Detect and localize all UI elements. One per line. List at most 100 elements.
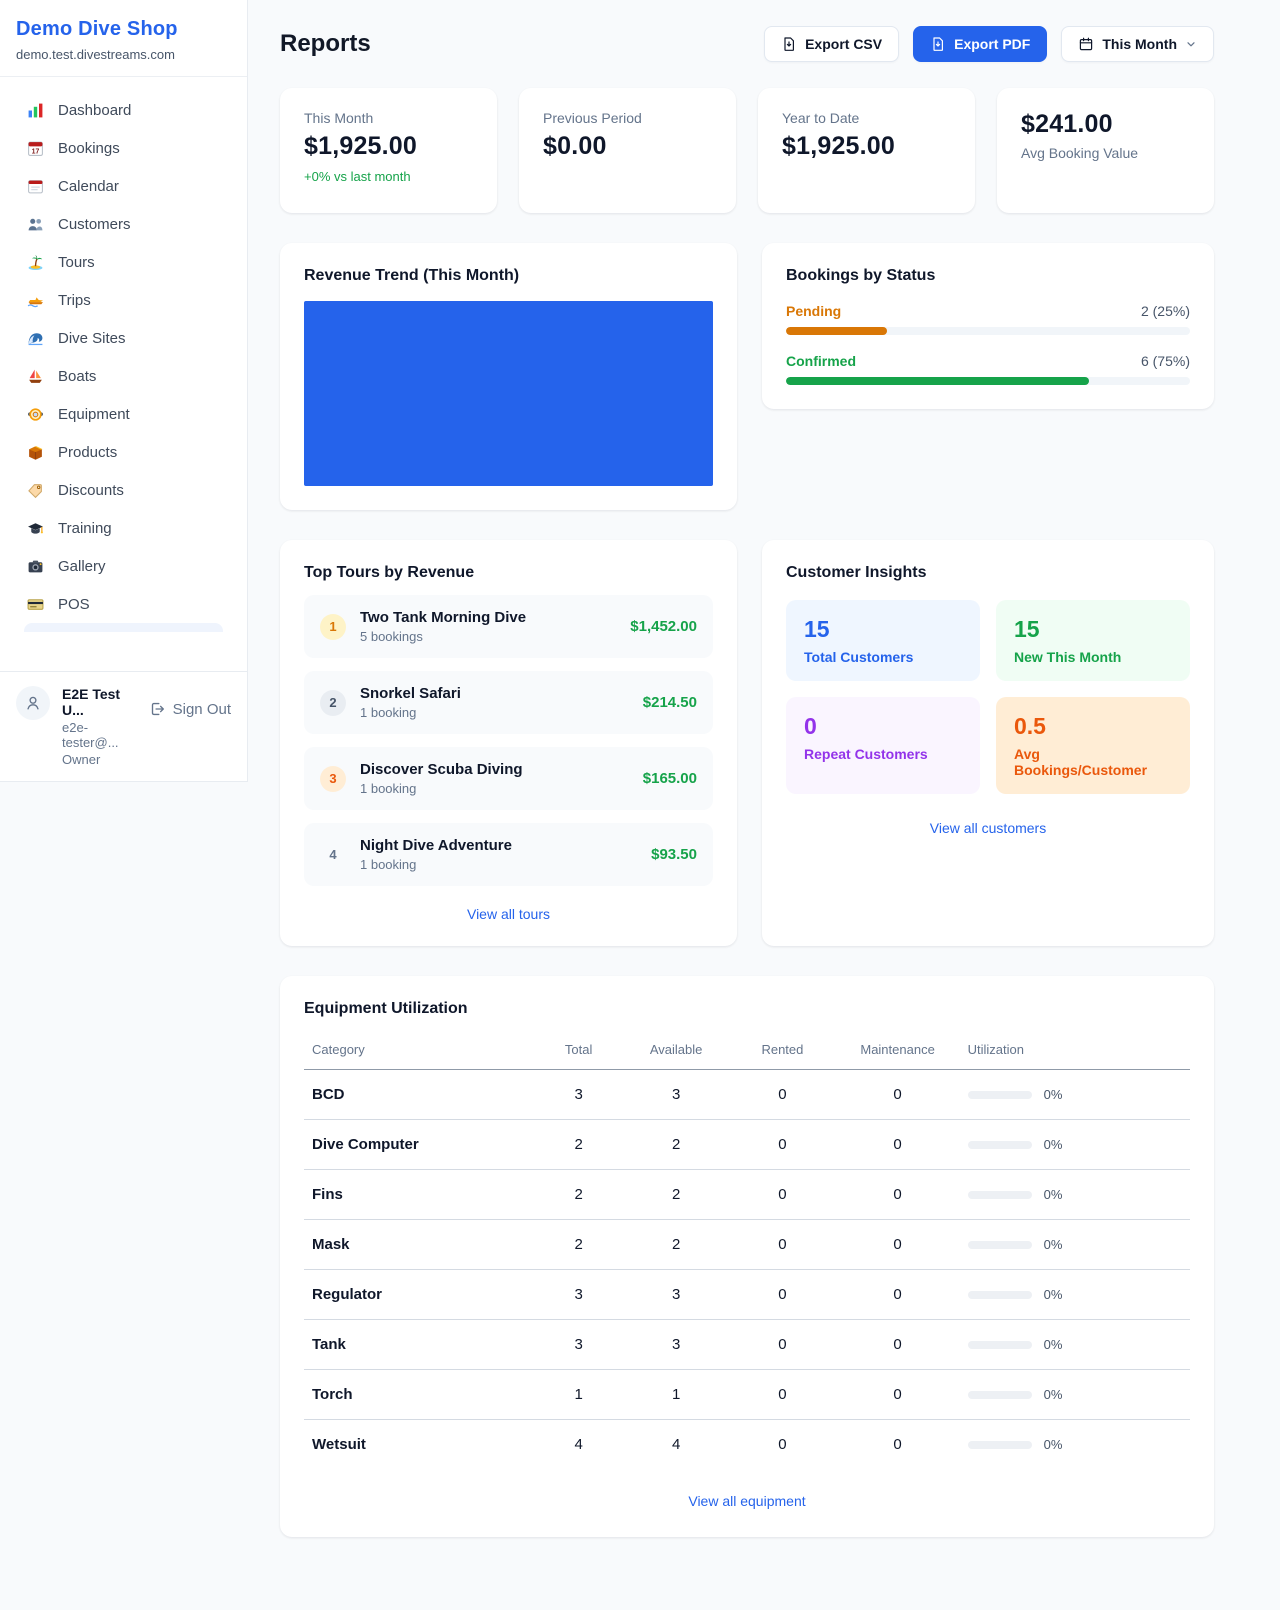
insight-value: 0.5	[1014, 713, 1046, 739]
insight-value: 0	[804, 713, 817, 739]
sidebar-item-label: Equipment	[58, 405, 130, 423]
file-download-icon	[784, 37, 795, 51]
export-csv-button[interactable]: Export CSV	[764, 26, 900, 62]
sidebar-item-discounts[interactable]: Discounts	[12, 471, 235, 509]
tour-amount: $93.50	[651, 846, 697, 863]
bookings-calendar-icon: 17	[26, 139, 44, 157]
page-header: Reports Export CSV Export PDF This Month	[280, 26, 1214, 62]
status-label: Confirmed	[786, 353, 856, 369]
sidebar-item-label: Bookings	[58, 139, 120, 157]
stat-label: Year to Date	[782, 110, 860, 126]
user-role: Owner	[62, 752, 101, 767]
equipment-total: 1	[534, 1369, 623, 1420]
calendar-icon	[26, 177, 44, 195]
status-count: 2 (25%)	[1140, 303, 1190, 319]
sidebar-item-customers[interactable]: Customers	[12, 205, 235, 243]
sidebar-item-label: Trips	[58, 291, 91, 309]
sidebar-item-training[interactable]: Training	[12, 509, 235, 547]
diving-mask-icon	[26, 405, 44, 423]
view-all-customers-link[interactable]: View all customers	[929, 820, 1047, 836]
utilization-percent: 0%	[1043, 1137, 1063, 1152]
tour-bookings: 1 booking	[360, 705, 417, 720]
equipment-rented: 0	[729, 1369, 836, 1420]
view-all-equipment-link[interactable]: View all equipment	[688, 1493, 806, 1509]
equipment-total: 2	[534, 1219, 623, 1270]
customer-insights-title: Customer Insights	[786, 564, 927, 581]
top-tours-card: Top Tours by Revenue 1 Two Tank Morning …	[280, 540, 737, 946]
equipment-category: BCD	[304, 1069, 535, 1120]
tour-row[interactable]: 1 Two Tank Morning Dive 5 bookings $1,45…	[304, 595, 713, 658]
shop-domain: demo.test.divestreams.com	[16, 47, 175, 62]
equipment-total: 3	[534, 1319, 623, 1370]
period-selector-dropdown[interactable]: This Month	[1061, 26, 1214, 62]
sidebar-item-equipment[interactable]: Equipment	[12, 395, 235, 433]
sidebar-item-dashboard[interactable]: Dashboard	[12, 91, 235, 129]
tag-icon	[26, 481, 44, 499]
sign-out-button[interactable]: Sign Out	[148, 700, 231, 718]
sidebar-item-label: POS	[58, 595, 90, 613]
insight-tile-avg-bookings: 0.5 Avg Bookings/Customer	[996, 697, 1190, 794]
utilization-bar-track	[967, 1340, 1032, 1349]
tour-bookings: 1 booking	[360, 857, 417, 872]
status-bar-fill	[786, 377, 1089, 385]
sidebar-item-label: Dive Sites	[58, 329, 126, 347]
equipment-available: 3	[622, 1269, 730, 1320]
stat-card-year-to-date: Year to Date $1,925.00	[758, 88, 975, 213]
sidebar-item-products[interactable]: Products	[12, 433, 235, 471]
equipment-available: 2	[622, 1219, 730, 1270]
sidebar-item-partial-highlight[interactable]	[24, 623, 223, 632]
sidebar-item-dive-sites[interactable]: Dive Sites	[12, 319, 235, 357]
sidebar-item-tours[interactable]: Tours	[12, 243, 235, 281]
equipment-rented: 0	[729, 1169, 836, 1220]
sidebar-item-trips[interactable]: Trips	[12, 281, 235, 319]
tour-row[interactable]: 3 Discover Scuba Diving 1 booking $165.0…	[304, 747, 713, 810]
stat-card-this-month: This Month $1,925.00 +0% vs last month	[280, 88, 497, 213]
insight-label: Avg Bookings/Customer	[1014, 746, 1148, 778]
person-icon	[27, 696, 39, 710]
stat-value: $1,925.00	[782, 132, 896, 160]
equipment-total: 3	[534, 1069, 623, 1120]
stat-label: Avg Booking Value	[1021, 145, 1139, 161]
utilization-bar-track	[967, 1390, 1032, 1399]
table-row: Torch 1 1 0 0 0%	[304, 1369, 1190, 1420]
sidebar-nav: Dashboard 17 Bookings Calendar Customers…	[0, 77, 247, 632]
insight-label: New This Month	[1014, 649, 1122, 665]
user-name: E2E Test U...	[62, 686, 121, 718]
sidebar-item-bookings[interactable]: 17 Bookings	[12, 129, 235, 167]
export-csv-label: Export CSV	[805, 36, 883, 52]
table-row: Dive Computer 2 2 0 0 0%	[304, 1119, 1190, 1170]
equipment-maintenance: 0	[835, 1069, 960, 1120]
tour-name: Two Tank Morning Dive	[360, 609, 527, 626]
equipment-total: 4	[574, 1436, 583, 1453]
sidebar-item-gallery[interactable]: Gallery	[12, 547, 235, 585]
equipment-maintenance: 0	[835, 1369, 960, 1420]
utilization-bar-track	[967, 1140, 1032, 1149]
export-pdf-label: Export PDF	[954, 36, 1031, 52]
table-row: Wetsuit 4 4 0 0 0%	[304, 1420, 1190, 1470]
view-all-tours-link[interactable]: View all tours	[466, 906, 550, 922]
sailboat-icon	[26, 367, 44, 385]
status-row-confirmed: Confirmed 6 (75%)	[786, 353, 1190, 385]
stat-value: $1,925.00	[304, 132, 418, 160]
insight-label: Repeat Customers	[804, 746, 928, 762]
tour-amount: $214.50	[642, 694, 697, 711]
tour-row[interactable]: 4 Night Dive Adventure 1 booking $93.50	[304, 823, 713, 886]
stat-card-previous-period: Previous Period $0.00	[519, 88, 736, 213]
column-header: Utilization	[959, 1032, 1190, 1070]
sidebar-item-pos[interactable]: POS	[12, 585, 235, 623]
stat-card-avg-booking-value: $241.00 Avg Booking Value	[997, 88, 1214, 213]
tour-row[interactable]: 2 Snorkel Safari 1 booking $214.50	[304, 671, 713, 734]
equipment-utilization-title: Equipment Utilization	[304, 1000, 468, 1017]
equipment-utilization-card: Equipment Utilization Category Total Ava…	[280, 976, 1214, 1537]
revenue-trend-chart	[304, 301, 713, 486]
export-pdf-button[interactable]: Export PDF	[913, 26, 1048, 62]
sidebar-item-boats[interactable]: Boats	[12, 357, 235, 395]
sidebar-item-label: Boats	[58, 367, 97, 385]
column-header: Maintenance	[835, 1032, 960, 1070]
equipment-total: 2	[534, 1169, 623, 1220]
shop-name[interactable]: Demo Dive Shop	[16, 18, 178, 40]
equipment-available: 3	[622, 1069, 730, 1120]
sidebar-item-calendar[interactable]: Calendar	[12, 167, 235, 205]
column-header: Category	[304, 1032, 535, 1070]
file-download-icon	[933, 37, 944, 51]
